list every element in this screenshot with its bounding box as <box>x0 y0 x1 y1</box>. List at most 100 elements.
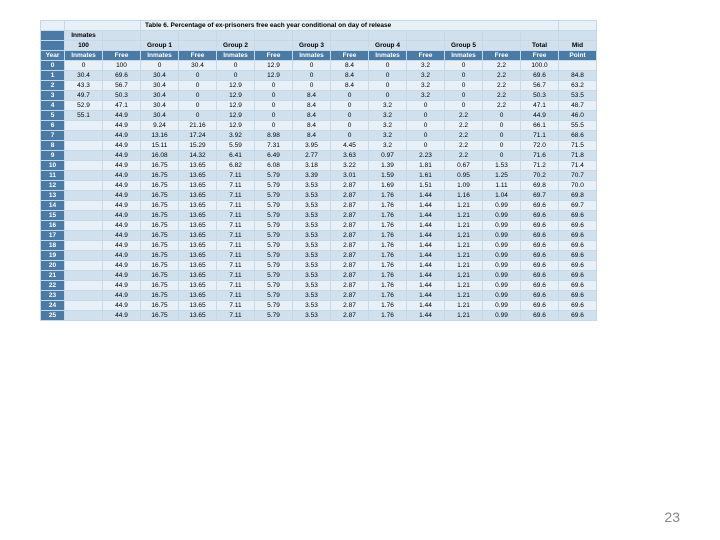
data-cell: 69.6 <box>521 271 559 281</box>
data-cell: 30.4 <box>65 71 103 81</box>
data-cell: 3.92 <box>217 131 255 141</box>
page-number: 23 <box>664 509 680 525</box>
data-cell: 0.99 <box>483 201 521 211</box>
data-cell: 2.2 <box>445 121 483 131</box>
data-cell <box>65 251 103 261</box>
data-cell: 14.32 <box>179 151 217 161</box>
column-header: Free <box>103 51 141 61</box>
data-cell: 69.6 <box>559 261 597 271</box>
data-cell: 0 <box>483 131 521 141</box>
data-cell: 0 <box>255 111 293 121</box>
data-cell: 13.65 <box>179 211 217 221</box>
data-cell: 6.41 <box>217 151 255 161</box>
data-cell: 7.11 <box>217 291 255 301</box>
column-header: Inmates <box>369 51 407 61</box>
data-cell: 44.9 <box>103 281 141 291</box>
year-cell: 24 <box>41 301 65 311</box>
data-cell: 0.99 <box>483 211 521 221</box>
data-cell: 0 <box>331 111 369 121</box>
data-cell: 44.9 <box>103 161 141 171</box>
data-cell: 44.9 <box>103 201 141 211</box>
year-cell: 23 <box>41 291 65 301</box>
data-cell: 0.99 <box>483 261 521 271</box>
data-cell: 2.87 <box>331 241 369 251</box>
data-cell: 16.75 <box>141 161 179 171</box>
data-cell: 7.11 <box>217 271 255 281</box>
data-cell: 3.53 <box>293 201 331 211</box>
data-cell: 2.2 <box>445 151 483 161</box>
data-cell: 0 <box>179 91 217 101</box>
data-cell: 16.75 <box>141 221 179 231</box>
data-cell: 8.4 <box>331 81 369 91</box>
data-cell <box>65 291 103 301</box>
data-cell: 3.2 <box>407 91 445 101</box>
data-cell: 44.9 <box>103 261 141 271</box>
data-cell: 8.4 <box>293 121 331 131</box>
year-cell: 5 <box>41 111 65 121</box>
data-cell: 0 <box>65 61 103 71</box>
data-cell: 69.6 <box>521 281 559 291</box>
data-cell: 13.65 <box>179 161 217 171</box>
data-cell: 1.11 <box>483 181 521 191</box>
data-cell: 30.4 <box>141 91 179 101</box>
data-cell: 2.2 <box>483 61 521 71</box>
data-cell: 0 <box>255 91 293 101</box>
data-cell: 1.21 <box>445 281 483 291</box>
data-cell: 0 <box>369 81 407 91</box>
data-cell: 8.4 <box>331 71 369 81</box>
data-cell: 71.5 <box>559 141 597 151</box>
column-header: Free <box>483 51 521 61</box>
year-cell: 13 <box>41 191 65 201</box>
data-cell: 8.4 <box>293 91 331 101</box>
data-cell: 13.65 <box>179 291 217 301</box>
data-cell: 8.4 <box>293 111 331 121</box>
data-cell: 69.6 <box>521 211 559 221</box>
data-cell: 3.53 <box>293 271 331 281</box>
data-cell: 0.67 <box>445 161 483 171</box>
data-cell: 44.9 <box>103 171 141 181</box>
data-cell: 0.99 <box>483 231 521 241</box>
data-cell: 2.87 <box>331 191 369 201</box>
data-cell: 44.9 <box>103 131 141 141</box>
data-cell: 3.53 <box>293 211 331 221</box>
data-cell: 16.75 <box>141 211 179 221</box>
data-cell: 1.53 <box>483 161 521 171</box>
data-cell: 4.45 <box>331 141 369 151</box>
data-cell: 1.39 <box>369 161 407 171</box>
data-cell: 7.11 <box>217 171 255 181</box>
data-cell: 3.22 <box>331 161 369 171</box>
data-cell: 7.11 <box>217 311 255 321</box>
data-cell: 1.76 <box>369 291 407 301</box>
data-cell: 71.8 <box>559 151 597 161</box>
year-cell: 7 <box>41 131 65 141</box>
data-cell: 12.9 <box>255 71 293 81</box>
data-cell: 30.4 <box>141 111 179 121</box>
data-cell: 13.65 <box>179 301 217 311</box>
data-cell: 1.76 <box>369 191 407 201</box>
data-cell: 5.59 <box>217 141 255 151</box>
data-cell: 1.44 <box>407 211 445 221</box>
data-cell: 1.69 <box>369 181 407 191</box>
data-cell: 12.9 <box>217 91 255 101</box>
data-cell: 44.9 <box>103 241 141 251</box>
data-cell: 44.9 <box>103 301 141 311</box>
data-cell: 12.9 <box>217 111 255 121</box>
data-cell: 2.87 <box>331 181 369 191</box>
data-cell: 1.21 <box>445 211 483 221</box>
data-cell: 16.75 <box>141 171 179 181</box>
data-cell: 1.04 <box>483 191 521 201</box>
data-cell: 1.44 <box>407 261 445 271</box>
data-cell: 44.9 <box>103 211 141 221</box>
data-cell: 16.75 <box>141 281 179 291</box>
data-cell: 0 <box>255 81 293 91</box>
data-cell: 15.11 <box>141 141 179 151</box>
data-cell: 71.4 <box>559 161 597 171</box>
data-cell: 69.6 <box>559 221 597 231</box>
data-cell: 0 <box>331 101 369 111</box>
data-table: Table 6. Percentage of ex-prisoners free… <box>40 20 597 321</box>
data-cell: 3.2 <box>369 131 407 141</box>
data-cell: 44.9 <box>103 271 141 281</box>
data-cell: 3.53 <box>293 241 331 251</box>
data-cell: 0 <box>293 71 331 81</box>
data-cell: 13.65 <box>179 241 217 251</box>
